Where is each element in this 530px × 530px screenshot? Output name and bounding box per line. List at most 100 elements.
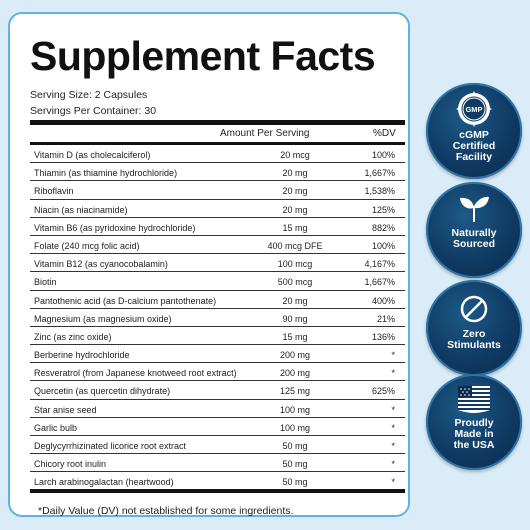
nutrient-table: Vitamin D (as cholecalciferol) 20 mcg 100%… xyxy=(30,145,405,494)
nutrient-dv: 4,167% xyxy=(364,259,395,270)
table-row: Larch arabinogalactan (heartwood) 50 mg * xyxy=(30,472,405,494)
nutrient-dv: 21% xyxy=(376,313,395,324)
nutrient-amount: 20 mg xyxy=(282,168,308,179)
nutrient-dv: 1,538% xyxy=(364,186,395,197)
serving-size: Serving Size: 2 Capsules xyxy=(30,89,148,101)
nutrient-name: Niacin (as niacinamide) xyxy=(34,204,128,215)
nutrient-dv: * xyxy=(391,441,395,451)
nutrient-dv: * xyxy=(391,477,395,488)
nutrient-amount: 20 mg xyxy=(282,186,308,197)
footnote: *Daily Value (DV) not established for so… xyxy=(38,505,294,517)
nutrient-dv: * xyxy=(391,350,395,361)
table-row: Deglycyrrhizinated licorice root extract… xyxy=(30,436,405,455)
nutrient-amount: 500 mcg xyxy=(277,277,313,288)
nutrient-name: Vitamin B12 (as cyanocobalamin) xyxy=(34,259,168,270)
badge-cgmp: GMP cGMP Certified Facility xyxy=(426,83,522,179)
nutrient-amount: 20 mcg xyxy=(280,150,310,160)
nutrient-dv: 136% xyxy=(371,331,395,342)
table-row: Vitamin B12 (as cyanocobalamin) 100 mcg 4,… xyxy=(30,254,405,273)
table-row: Berberine hydrochloride 200 mg * xyxy=(30,345,405,364)
nutrient-dv: 1,667% xyxy=(364,168,395,179)
nutrient-name: Star anise seed xyxy=(34,404,97,415)
nutrient-amount: 50 mg xyxy=(282,477,308,488)
supplement-facts-panel: Supplement Facts Serving Size: 2 Capsule… xyxy=(8,12,410,517)
nutrient-amount: 20 mg xyxy=(282,204,308,215)
nutrient-name: Folate (240 mcg folic acid) xyxy=(34,240,140,251)
nutrient-amount: 125 mg xyxy=(279,386,311,397)
gmp-seal-text: GMP xyxy=(465,105,482,114)
table-row: Vitamin D (as cholecalciferol) 20 mcg 100% xyxy=(30,145,405,164)
nutrient-amount: 400 mcg DFE xyxy=(267,240,323,251)
nutrient-name: Vitamin D (as cholecalciferol) xyxy=(34,150,151,160)
servings-per-container: Servings Per Container: 30 xyxy=(30,105,157,117)
nutrient-dv: * xyxy=(391,459,395,470)
nutrient-dv: 625% xyxy=(371,386,395,397)
nutrient-dv: 100% xyxy=(371,150,395,160)
nutrient-name: Biotin xyxy=(34,277,57,288)
nutrient-amount: 100 mcg xyxy=(277,259,313,270)
nutrient-name: Pantothenic acid (as D-calcium pantothen… xyxy=(34,295,217,306)
badge-label: Proudly Made in the USA xyxy=(453,417,495,451)
nutrient-dv: * xyxy=(391,368,395,379)
header-rule xyxy=(30,142,405,145)
table-row: Star anise seed 100 mg * xyxy=(30,400,405,418)
nutrient-dv: * xyxy=(391,404,395,415)
top-rule xyxy=(30,120,405,125)
amount-header: Amount Per Serving xyxy=(220,128,310,139)
nutrient-name: Zinc (as zinc oxide) xyxy=(34,331,112,342)
table-row: Zinc (as zinc oxide) 15 mg 136% xyxy=(30,327,405,346)
badge-made-in-usa: Proudly Made in the USA xyxy=(426,374,522,470)
table-row: Magnesium (as magnesium oxide) 90 mg 21% xyxy=(30,309,405,327)
nutrient-name: Magnesium (as magnesium oxide) xyxy=(34,313,172,324)
nutrient-dv: * xyxy=(391,422,395,433)
leaf-icon xyxy=(457,194,491,229)
page-title: Supplement Facts xyxy=(30,33,376,79)
table-row: Quercetin (as quercetin dihydrate) 125 mg… xyxy=(30,381,405,400)
nutrient-name: Vitamin B6 (as pyridoxine hydrochloride) xyxy=(34,222,196,233)
table-row: Niacin (as niacinamide) 20 mg 125% xyxy=(30,200,405,218)
nutrient-dv: 1,667% xyxy=(364,277,395,288)
table-header: Amount Per Serving %DV xyxy=(30,128,405,142)
nutrient-amount: 200 mg xyxy=(279,350,311,361)
dv-header: %DV xyxy=(373,128,396,139)
nutrient-name: Larch arabinogalactan (heartwood) xyxy=(34,477,174,488)
table-row: Garlic bulb 100 mg * xyxy=(30,418,405,436)
nutrient-amount: 100 mg xyxy=(279,404,311,415)
nutrient-name: Chicory root inulin xyxy=(34,459,107,470)
badge-zero-stimulants: Zero Stimulants xyxy=(426,280,522,376)
nutrient-amount: 20 mg xyxy=(282,295,308,306)
nutrient-amount: 200 mg xyxy=(279,368,311,379)
nutrient-amount: 50 mg xyxy=(282,459,308,470)
badge-label: cGMP Certified Facility xyxy=(452,129,496,163)
table-row: Biotin 500 mcg 1,667% xyxy=(30,272,405,291)
nutrient-name: Quercetin (as quercetin dihydrate) xyxy=(34,386,171,397)
badge-natural: Naturally Sourced xyxy=(426,182,522,278)
nutrient-dv: 882% xyxy=(371,222,395,233)
nutrient-dv: 100% xyxy=(371,240,395,251)
nutrient-amount: 90 mg xyxy=(282,313,308,324)
nutrient-amount: 15 mg xyxy=(282,222,308,233)
nutrient-dv: 400% xyxy=(371,295,395,306)
us-flag-icon xyxy=(456,384,492,419)
nutrient-name: Riboflavin xyxy=(34,186,74,197)
table-row: Pantothenic acid (as D-calcium pantothen… xyxy=(30,291,405,309)
gmp-seal-icon: GMP xyxy=(456,91,492,132)
table-row: Vitamin B6 (as pyridoxine hydrochloride)… xyxy=(30,218,405,236)
nutrient-amount: 15 mg xyxy=(282,331,308,342)
no-symbol-icon xyxy=(459,294,489,329)
table-row: Riboflavin 20 mg 1,538% xyxy=(30,181,405,200)
nutrient-name: Thiamin (as thiamine hydrochloride) xyxy=(34,168,178,179)
table-row: Chicory root inulin 50 mg * xyxy=(30,454,405,473)
nutrient-dv: 125% xyxy=(371,204,395,215)
table-row: Resveratrol (from Japanese knotweed root… xyxy=(30,363,405,382)
nutrient-name: Berberine hydrochloride xyxy=(34,350,130,361)
nutrient-amount: 50 mg xyxy=(282,441,308,451)
badge-label: Zero Stimulants xyxy=(447,328,501,351)
nutrient-name: Deglycyrrhizinated licorice root extract xyxy=(34,441,187,451)
nutrient-name: Garlic bulb xyxy=(34,422,78,433)
table-row: Folate (240 mcg folic acid) 400 mcg DFE 10… xyxy=(30,236,405,255)
badge-label: Naturally Sourced xyxy=(451,227,497,250)
nutrient-name: Resveratrol (from Japanese knotweed root… xyxy=(34,368,237,379)
nutrient-amount: 100 mg xyxy=(279,422,311,433)
table-row: Thiamin (as thiamine hydrochloride) 20 mg… xyxy=(30,163,405,182)
